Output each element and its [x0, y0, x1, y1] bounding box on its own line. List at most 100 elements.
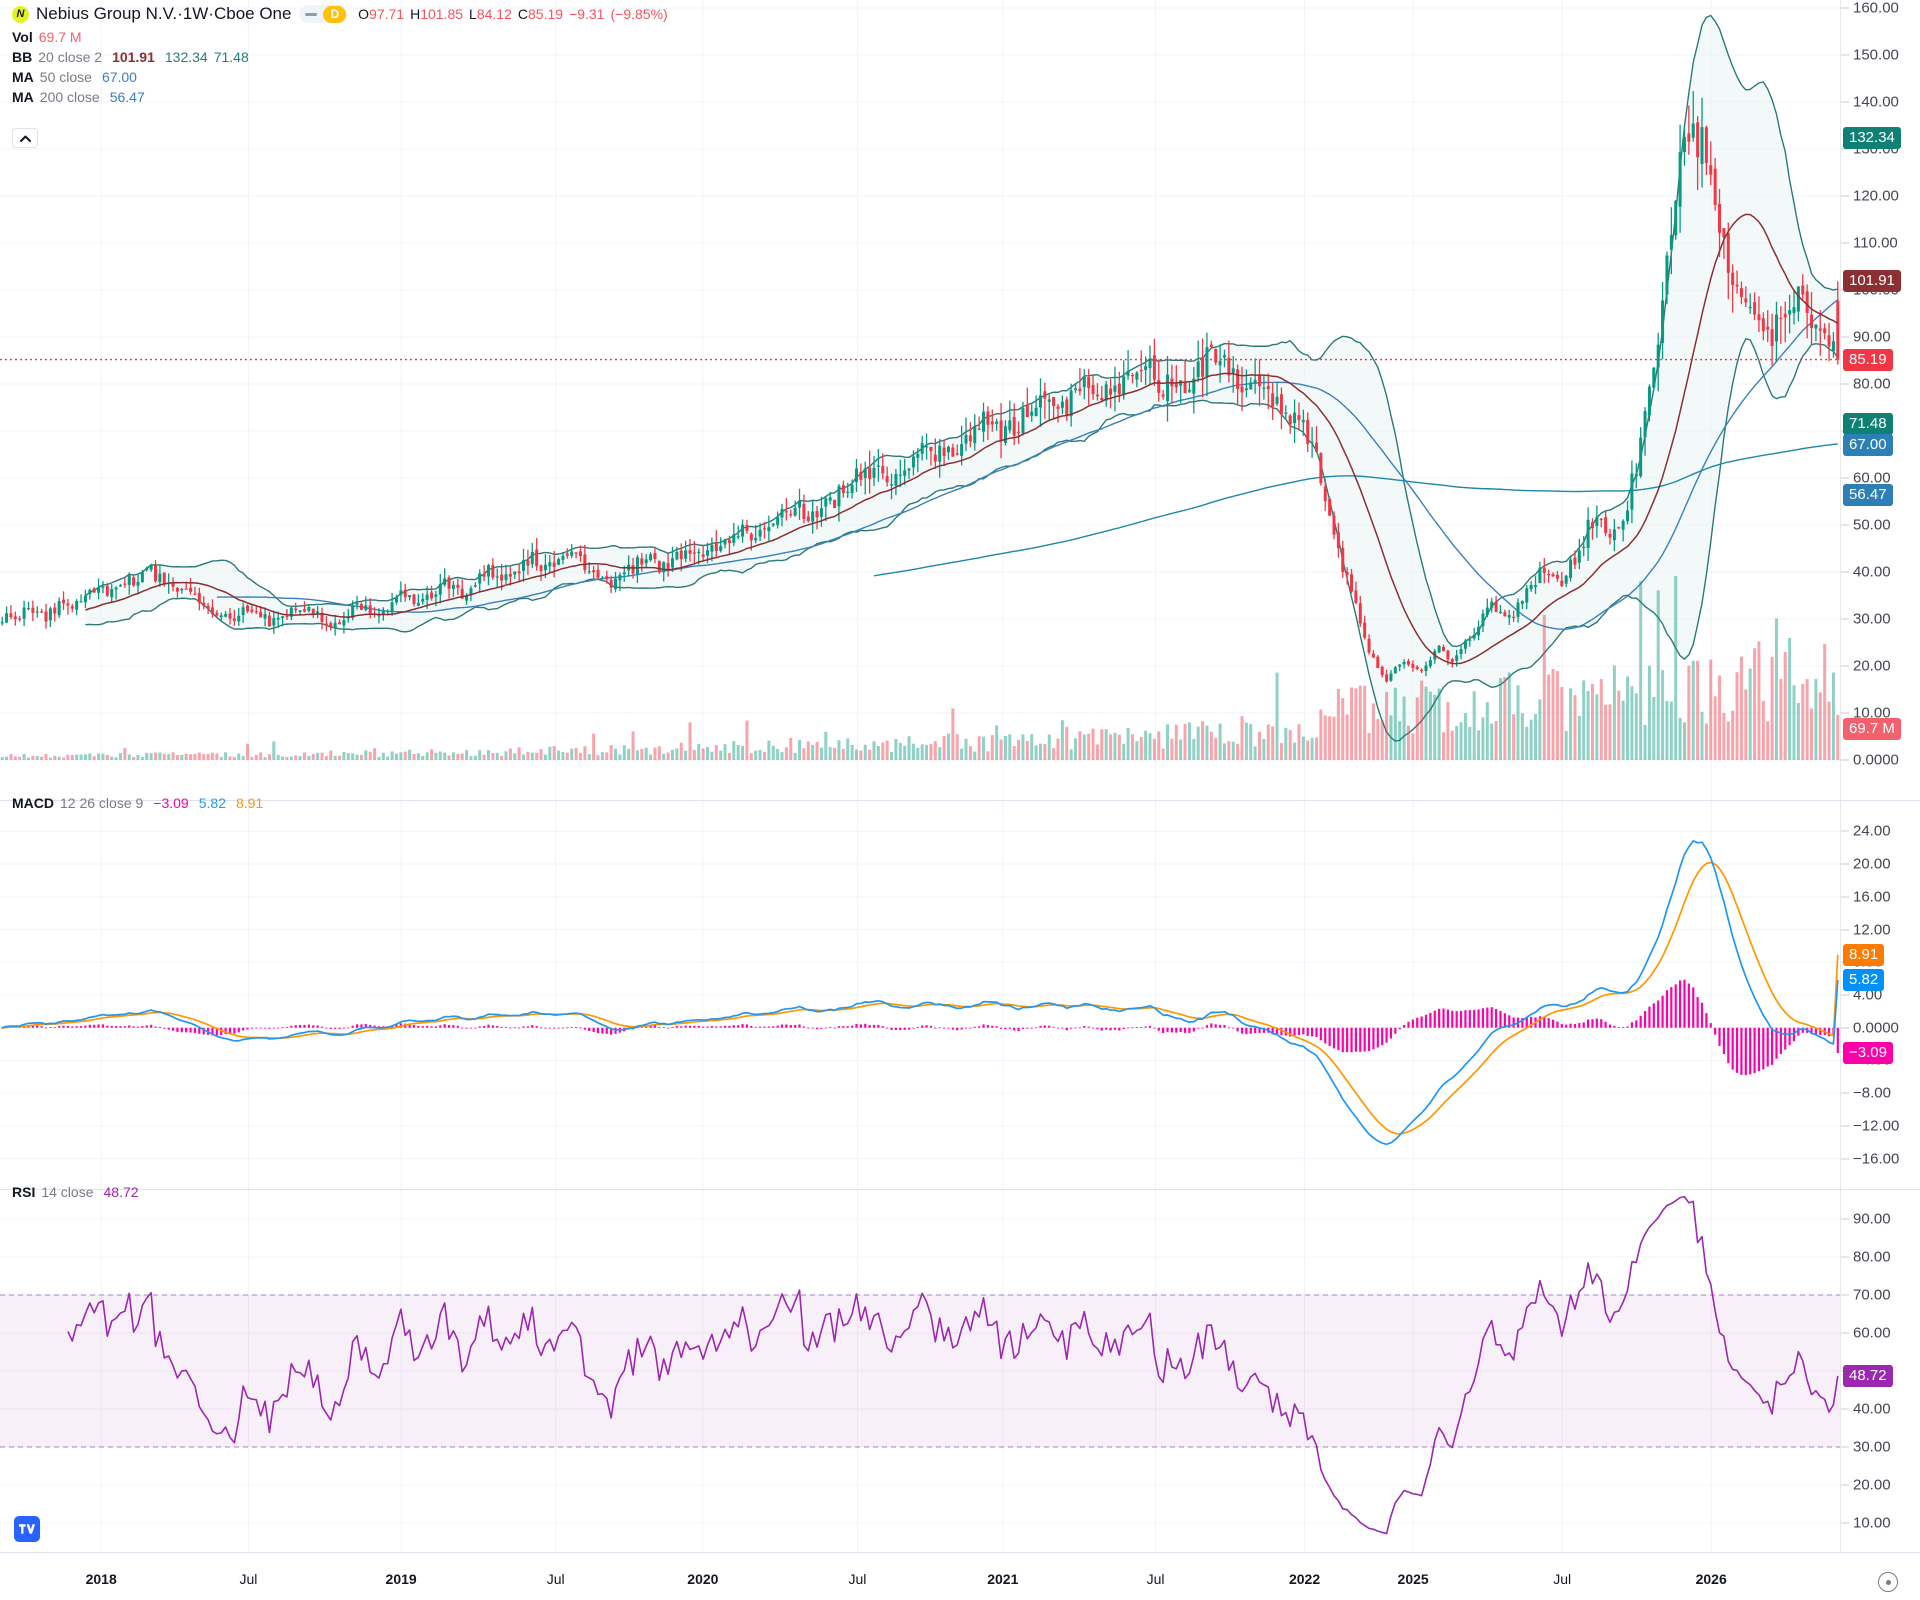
macd-axis-tick: −16.00	[1853, 1150, 1900, 1168]
time-axis-tick: 2026	[1695, 1571, 1727, 1587]
macd-chart-svg	[0, 801, 1840, 1189]
macd-axis-tickline	[1841, 929, 1849, 931]
price-axis-tickline	[1841, 383, 1849, 385]
tv-glyph	[18, 1524, 35, 1534]
price-axis-tickline	[1841, 524, 1849, 526]
price-axis-tickline	[1841, 571, 1849, 573]
crosshair-mode-button[interactable]	[1878, 1572, 1898, 1592]
price-axis-tickline	[1841, 101, 1849, 103]
price-axis-tick: 0.0000	[1853, 751, 1899, 769]
rsi-axis-badge[interactable]: 48.72	[1843, 1364, 1893, 1387]
tradingview-logo-icon[interactable]	[14, 1516, 40, 1542]
rsi-chart-svg	[0, 1190, 1840, 1552]
macd-axis-tick: −12.00	[1853, 1117, 1900, 1135]
macd-axis-tickline	[1841, 830, 1849, 832]
price-axis-tick: 160.00	[1853, 0, 1899, 17]
time-axis-tick: Jul	[239, 1571, 258, 1587]
price-axis-badge[interactable]: 71.48	[1843, 413, 1893, 436]
rsi-pane[interactable]	[0, 1190, 1920, 1552]
macd-pane[interactable]	[0, 801, 1920, 1189]
rsi-axis-tick: 90.00	[1853, 1210, 1891, 1228]
price-axis-tick: 150.00	[1853, 46, 1899, 64]
price-axis-tick: 80.00	[1853, 375, 1891, 393]
rsi-axis-tickline	[1841, 1408, 1849, 1410]
rsi-axis-tickline	[1841, 1218, 1849, 1220]
price-axis-tick: 90.00	[1853, 328, 1891, 346]
macd-axis-tickline	[1841, 896, 1849, 898]
price-axis-tickline	[1841, 148, 1849, 150]
price-axis-tick: 10.00	[1853, 704, 1891, 722]
price-axis-tick: 40.00	[1853, 563, 1891, 581]
price-axis-tick: 120.00	[1853, 187, 1899, 205]
time-axis-tick: 2018	[85, 1571, 117, 1587]
rsi-axis-tickline	[1841, 1446, 1849, 1448]
time-axis-tick: Jul	[1553, 1571, 1572, 1587]
price-chart-svg	[0, 0, 1840, 800]
time-axis-tick: 2020	[687, 1571, 719, 1587]
price-axis-tick: 140.00	[1853, 93, 1899, 111]
price-axis-tick: 110.00	[1853, 234, 1898, 252]
rsi-axis-tick: 10.00	[1853, 1514, 1891, 1532]
pane-separator-1[interactable]	[0, 800, 1920, 801]
macd-axis[interactable]: 24.0020.0016.0012.008.004.000.0000−4.00−…	[1840, 801, 1920, 1189]
rsi-axis-tick: 20.00	[1853, 1476, 1891, 1494]
price-axis-tickline	[1841, 712, 1849, 714]
macd-axis-badge[interactable]: −3.09	[1843, 1042, 1893, 1064]
price-axis-badge[interactable]: 85.19	[1843, 348, 1893, 371]
price-axis-badge[interactable]: 132.34	[1843, 127, 1901, 149]
collapse-legend-button[interactable]	[12, 128, 38, 148]
price-axis-tickline	[1841, 759, 1849, 761]
price-axis-badge[interactable]: 69.7 M	[1843, 718, 1901, 741]
price-pane[interactable]	[0, 0, 1920, 800]
rsi-axis-tick: 40.00	[1853, 1400, 1891, 1418]
rsi-axis-tickline	[1841, 1484, 1849, 1486]
macd-axis-tick: 16.00	[1853, 888, 1891, 906]
price-axis-tickline	[1841, 618, 1849, 620]
price-axis-badge[interactable]: 67.00	[1843, 434, 1893, 457]
rsi-axis-tickline	[1841, 1294, 1849, 1296]
price-axis-tickline	[1841, 477, 1849, 479]
rsi-axis-tickline	[1841, 1522, 1849, 1524]
time-axis-tick: Jul	[546, 1571, 565, 1587]
macd-axis-badge[interactable]: 5.82	[1843, 969, 1885, 992]
macd-axis-tick: 0.0000	[1853, 1019, 1899, 1037]
rsi-axis-tickline	[1841, 1256, 1849, 1258]
rsi-axis-tick: 60.00	[1853, 1324, 1891, 1342]
price-axis-tickline	[1841, 665, 1849, 667]
macd-axis-tick: 20.00	[1853, 855, 1891, 873]
price-axis-tick: 50.00	[1853, 516, 1891, 534]
macd-axis-tick: 24.00	[1853, 822, 1891, 840]
price-axis-tickline	[1841, 195, 1849, 197]
price-axis-tickline	[1841, 336, 1849, 338]
price-axis-tickline	[1841, 7, 1849, 9]
macd-axis-tickline	[1841, 1158, 1849, 1160]
rsi-axis-tick: 80.00	[1853, 1248, 1891, 1266]
chevron-up-icon	[19, 135, 31, 142]
macd-axis-tickline	[1841, 1092, 1849, 1094]
rsi-axis[interactable]: 90.0080.0070.0060.0050.0040.0030.0020.00…	[1840, 1190, 1920, 1552]
time-axis-tick: 2022	[1288, 1571, 1321, 1587]
rsi-axis-tick: 70.00	[1853, 1286, 1891, 1304]
time-axis-tick: 2019	[385, 1571, 417, 1587]
price-axis-tickline	[1841, 54, 1849, 56]
time-axis-tick: Jul	[1146, 1571, 1165, 1587]
price-axis-tick: 60.00	[1853, 469, 1891, 487]
price-axis[interactable]: 160.00150.00140.00130.00120.00110.00100.…	[1840, 0, 1920, 800]
rsi-axis-tickline	[1841, 1332, 1849, 1334]
macd-axis-tickline	[1841, 1125, 1849, 1127]
time-axis-tick: 2021	[987, 1571, 1019, 1587]
price-axis-badge[interactable]: 101.91	[1843, 270, 1901, 293]
time-axis-tick: 2025	[1397, 1571, 1429, 1587]
macd-axis-tickline	[1841, 994, 1849, 996]
macd-axis-tick: 12.00	[1853, 921, 1891, 939]
macd-axis-tick: −8.00	[1853, 1084, 1891, 1102]
price-axis-badge[interactable]: 56.47	[1843, 483, 1893, 506]
price-axis-tickline	[1841, 242, 1849, 244]
rsi-axis-tick: 30.00	[1853, 1438, 1891, 1456]
macd-axis-tickline	[1841, 863, 1849, 865]
pane-separator-2[interactable]	[0, 1189, 1920, 1190]
time-axis-tick: Jul	[848, 1571, 867, 1587]
time-axis[interactable]: 2018 Jul 2019 Jul 2020 Jul 2021 Jul 2022 2025 Jul 2…	[0, 1552, 1920, 1600]
macd-axis-badge[interactable]: 8.91	[1843, 943, 1885, 966]
